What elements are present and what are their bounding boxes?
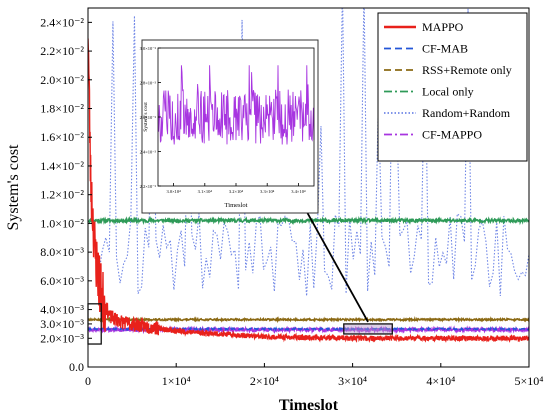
- inset-y-tick-label: 2.4×10⁻³: [140, 150, 157, 155]
- y-tick-label: 3.0×10⁻³: [40, 317, 84, 331]
- inset-x-tick-label: 3.4×10⁴: [291, 189, 306, 194]
- y-tick-label: 4.0×10⁻³: [40, 303, 84, 317]
- inset-x-tick-label: 3.3×10⁴: [260, 189, 275, 194]
- inset-y-tick-label: 2.8×10⁻³: [140, 81, 157, 86]
- x-tick-label: 1×10⁴: [162, 374, 191, 388]
- x-axis-label: Timeslot: [279, 397, 339, 414]
- legend-box: [377, 12, 528, 162]
- legend-label: RSS+Remote only: [422, 63, 512, 77]
- zoom-box: [343, 323, 393, 335]
- inset-x-tick-label: 3.1×10⁴: [198, 189, 213, 194]
- x-tick-label: 4×10⁴: [426, 374, 455, 388]
- y-tick-label: 1.0×10⁻²: [40, 216, 84, 230]
- x-tick-label: 5×10⁴: [515, 374, 544, 388]
- y-tick-label: 6.0×10⁻³: [40, 274, 84, 288]
- y-tick-label: 2.0×10⁻²: [40, 73, 84, 87]
- legend-label: CF-MAB: [422, 42, 468, 56]
- legend-label: CF-MAPPO: [422, 128, 482, 142]
- inset-y-axis-label: System's cost: [143, 102, 149, 132]
- series-line-rss-remote-only: [88, 316, 529, 324]
- plot-frame: [87, 7, 530, 368]
- legend: MAPPO CF-MAB RSS+Remote only Local only Rand…: [377, 12, 528, 162]
- inset-y-tick-label: 2.2×10⁻³: [140, 184, 157, 189]
- legend-label: Local only: [422, 85, 474, 99]
- y-tick-label: 1.4×10⁻²: [40, 159, 84, 173]
- y-tick-label: 1.2×10⁻²: [40, 188, 84, 202]
- legend-label: Random+Random: [422, 106, 511, 120]
- main-chart: 0.02.0×10⁻³3.0×10⁻³4.0×10⁻³6.0×10⁻³8.0×1…: [5, 7, 544, 414]
- y-tick-label: 2.2×10⁻²: [40, 44, 84, 58]
- y-tick-label: 8.0×10⁻³: [40, 245, 84, 259]
- inset-y-tick-label: 3.0×10⁻³: [140, 46, 157, 51]
- inset-y-tick-label: 2.6×10⁻³: [140, 115, 157, 120]
- y-tick-label: 2.4×10⁻²: [40, 15, 84, 29]
- y-tick-label: 0.0: [69, 360, 84, 374]
- inset-x-tick-label: 3.0×10⁴: [166, 189, 181, 194]
- series-line-local-only: [88, 215, 529, 226]
- inset-x-tick-label: 3.2×10⁴: [229, 189, 244, 194]
- x-tick-label: 2×10⁴: [250, 374, 279, 388]
- zoom-box: [87, 303, 102, 345]
- y-tick-label: 1.8×10⁻²: [40, 102, 84, 116]
- inset-chart: 2.2×10⁻³ 2.4×10⁻³ 2.6×10⁻³ 2.8×10⁻³ 3.0×10⁻³…: [140, 39, 319, 214]
- y-tick-label: 1.6×10⁻²: [40, 130, 84, 144]
- y-axis-label: System's cost: [5, 144, 22, 231]
- inset-x-axis-label: Timeslot: [225, 202, 248, 209]
- inset-series-line-cf-mappo: [157, 65, 315, 145]
- x-tick-label: 0: [85, 374, 91, 388]
- plot-area: [88, 8, 529, 343]
- y-tick-label: 2.0×10⁻³: [40, 331, 84, 345]
- legend-label: MAPPO: [422, 20, 464, 34]
- series-line-mappo: [88, 38, 529, 343]
- x-tick-label: 3×10⁴: [338, 374, 367, 388]
